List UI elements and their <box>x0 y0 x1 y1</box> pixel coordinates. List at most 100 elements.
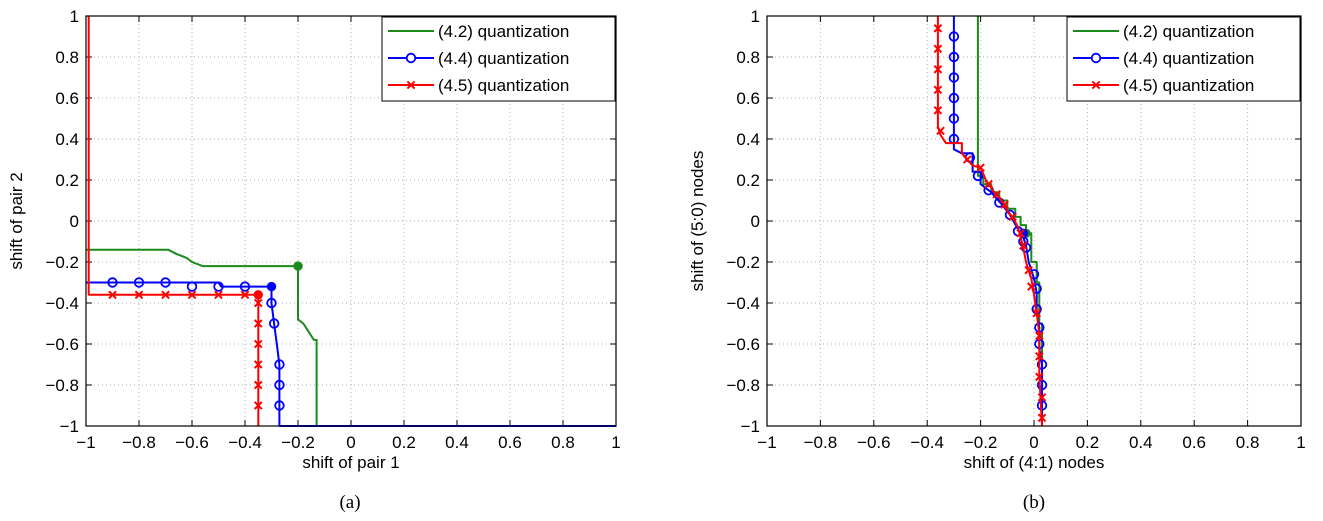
circle-marker <box>239 281 251 292</box>
x-tick-label: 0.2 <box>1076 433 1100 452</box>
y-tick-label: −0.2 <box>45 253 79 272</box>
x-marker <box>214 290 223 300</box>
x-tick-label: 0.8 <box>551 433 575 452</box>
circle-marker <box>268 318 280 329</box>
legend-x-marker <box>1091 80 1101 90</box>
x-tick-label: −1 <box>757 433 776 452</box>
y-axis-label: shift of (5:0) nodes <box>688 151 707 292</box>
circle-marker <box>160 277 171 288</box>
x-marker <box>933 85 943 95</box>
x-tick-label: 0.2 <box>392 433 416 452</box>
y-tick-label: 0.2 <box>55 171 79 190</box>
series-red <box>933 16 1047 427</box>
x-marker <box>240 290 250 300</box>
x-tick-label: −0.2 <box>964 433 998 452</box>
x-marker <box>161 290 170 300</box>
x-tick-label: −0.2 <box>281 433 315 452</box>
y-tick-label: −0.6 <box>45 335 79 354</box>
x-marker <box>933 105 943 115</box>
y-tick-label: 0.6 <box>736 89 760 108</box>
end-dot <box>266 281 277 292</box>
x-tick-label: −1 <box>76 433 95 452</box>
x-tick-label: 0.4 <box>445 433 469 452</box>
y-tick-label: 1 <box>70 7 79 26</box>
y-tick-label: −1 <box>60 417 79 436</box>
y-tick-label: 0.6 <box>55 89 79 108</box>
legend-label: (4.2) quantization <box>438 22 569 41</box>
legend-label: (4.5) quantization <box>1123 76 1254 95</box>
x-tick-label: 0.4 <box>1129 433 1153 452</box>
x-marker <box>1032 308 1041 318</box>
y-tick-label: −0.6 <box>726 335 760 354</box>
x-tick-label: −0.8 <box>804 433 838 452</box>
x-marker <box>253 298 263 308</box>
x-tick-label: −0.6 <box>857 433 891 452</box>
series-red <box>87 16 263 426</box>
y-tick-label: 0 <box>70 212 79 231</box>
y-tick-label: 0.8 <box>55 48 79 67</box>
x-marker <box>1037 413 1047 423</box>
series-green <box>86 248 616 427</box>
series-line <box>87 16 260 426</box>
x-marker <box>187 290 197 300</box>
x-marker <box>1019 241 1028 250</box>
circle-marker <box>133 277 145 288</box>
x-tick-label: 0.8 <box>1236 433 1260 452</box>
end-dot <box>293 261 303 271</box>
x-marker <box>253 380 263 390</box>
y-tick-label: 0.2 <box>736 171 760 190</box>
y-tick-label: 0 <box>751 212 760 231</box>
x-tick-label: −0.4 <box>228 433 262 452</box>
x-marker <box>933 64 943 74</box>
legend: (4.2) quantization (4.4) quantization (4.5… <box>1066 16 1301 102</box>
x-marker <box>992 190 1001 199</box>
series-line <box>86 281 616 427</box>
x-marker <box>253 339 263 349</box>
circle-marker <box>274 379 285 391</box>
axes-box <box>766 15 1302 427</box>
x-tick-label: −0.6 <box>175 433 209 452</box>
y-tick-label: −0.4 <box>45 294 79 313</box>
x-marker <box>976 163 985 173</box>
x-marker <box>108 290 117 300</box>
circle-marker <box>213 281 224 292</box>
x-tick-label: 0.6 <box>1182 433 1206 452</box>
circle-marker <box>948 31 960 42</box>
legend-label: (4.4) quantization <box>1123 49 1254 68</box>
x-marker <box>1016 228 1025 238</box>
x-axis-label: shift of (4:1) nodes <box>964 453 1105 472</box>
legend-circle-marker <box>1090 52 1102 64</box>
legend-label: (4.4) quantization <box>438 49 569 68</box>
x-tick-label: 0.6 <box>498 433 522 452</box>
y-tick-label: −0.2 <box>726 253 760 272</box>
y-tick-label: −0.8 <box>45 376 79 395</box>
legend-circle-marker <box>405 52 417 64</box>
series-line <box>86 248 616 427</box>
axes-box <box>85 15 617 427</box>
x-marker <box>1035 331 1044 341</box>
circle-marker <box>274 359 285 370</box>
figure-caption: (b) <box>1023 492 1045 513</box>
x-marker <box>962 155 972 164</box>
x-tick-label: 1 <box>611 433 620 452</box>
figure-caption: (a) <box>339 492 360 513</box>
y-tick-label: 0.4 <box>736 130 760 149</box>
y-tick-label: 0.4 <box>55 130 79 149</box>
circle-marker <box>274 400 285 411</box>
circle-marker <box>948 72 960 83</box>
circle-marker <box>948 51 960 63</box>
legend: (4.2) quantization (4.4) quantization (4.5… <box>381 16 616 102</box>
x-marker <box>933 23 943 33</box>
x-axis-label: shift of pair 1 <box>302 453 399 472</box>
x-marker <box>253 360 263 369</box>
circle-marker <box>948 92 960 104</box>
end-dot <box>253 290 263 300</box>
x-tick-label: 0 <box>1029 433 1038 452</box>
x-tick-label: 1 <box>1296 433 1305 452</box>
x-marker <box>933 44 943 54</box>
chart-panel-a: −1 −0.8 −0.6 −0.4 −0.2 0 0.2 0.4 0.6 0.8 1 −1 −0.8 −0… <box>7 7 621 513</box>
x-marker <box>1008 212 1017 222</box>
circle-marker <box>266 297 277 309</box>
circle-marker <box>948 113 960 124</box>
